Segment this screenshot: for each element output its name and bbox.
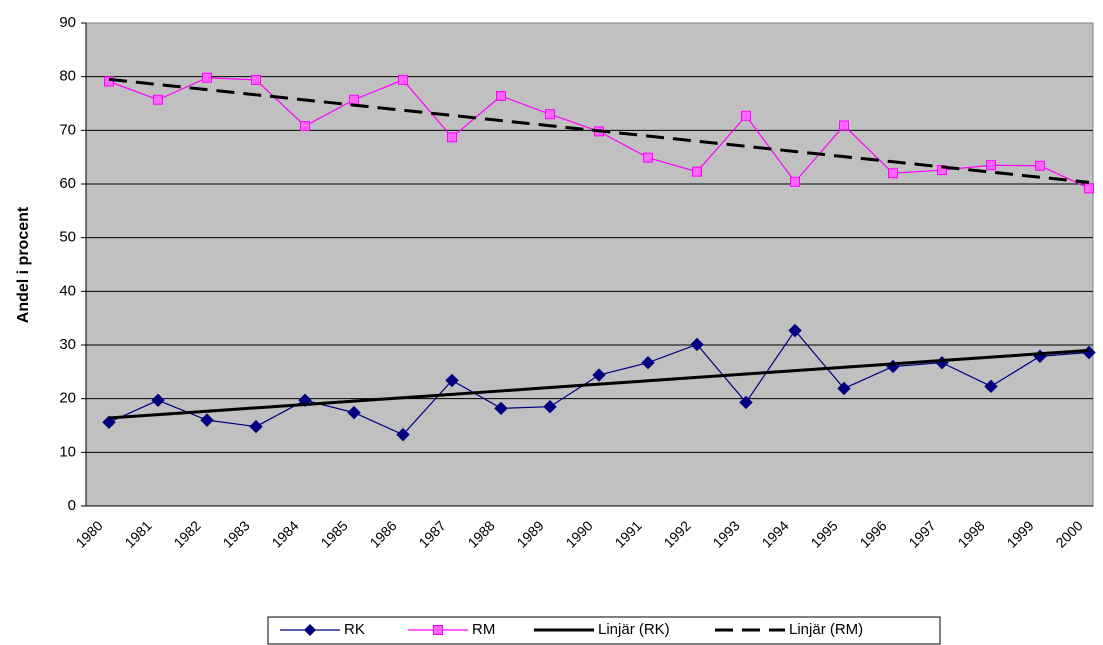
x-tick-label: 1990 bbox=[562, 517, 595, 550]
point-marker bbox=[347, 405, 361, 420]
legend-label: Linjär (RK) bbox=[598, 621, 670, 638]
y-tick-label: 80 bbox=[59, 68, 76, 85]
x-tick-label: 1984 bbox=[268, 517, 301, 550]
x-tick-label: 1989 bbox=[513, 517, 546, 550]
x-tick-label: 1998 bbox=[954, 517, 987, 550]
point-marker bbox=[349, 94, 359, 105]
y-tick-label: 70 bbox=[59, 121, 76, 138]
x-tick-label: 1994 bbox=[758, 517, 791, 550]
x-tick-label: 1995 bbox=[807, 517, 840, 550]
x-tick-label: 1997 bbox=[905, 517, 938, 550]
legend-label: Linjär (RM) bbox=[789, 621, 863, 638]
x-tick-label: 1983 bbox=[219, 517, 252, 550]
point-marker bbox=[396, 427, 410, 442]
x-tick-label: 1999 bbox=[1003, 517, 1036, 550]
legend-marker bbox=[433, 625, 443, 635]
point-marker bbox=[592, 368, 606, 382]
point-marker bbox=[837, 381, 851, 396]
plot-area bbox=[85, 22, 1094, 507]
x-tick-label: 1993 bbox=[709, 517, 742, 550]
point-marker bbox=[692, 166, 702, 177]
point-marker bbox=[202, 72, 212, 83]
point-marker bbox=[445, 373, 459, 388]
x-tick-label: 1982 bbox=[170, 517, 203, 550]
point-marker bbox=[298, 393, 312, 407]
point-marker bbox=[984, 379, 998, 394]
point-marker bbox=[300, 121, 310, 132]
point-marker bbox=[447, 132, 457, 143]
legend-marker bbox=[304, 624, 316, 636]
y-tick-label: 10 bbox=[59, 443, 76, 460]
point-marker bbox=[739, 395, 753, 410]
legend-label: RK bbox=[344, 621, 365, 638]
point-marker bbox=[200, 413, 214, 427]
x-tick-label: 1981 bbox=[121, 517, 154, 550]
point-marker bbox=[986, 160, 996, 171]
y-tick-label: 0 bbox=[68, 497, 76, 514]
point-marker bbox=[839, 120, 849, 131]
x-tick-label: 1985 bbox=[317, 517, 350, 550]
point-marker bbox=[494, 401, 508, 416]
point-marker bbox=[741, 110, 751, 121]
x-tick-label: 1992 bbox=[660, 517, 693, 550]
point-marker bbox=[543, 400, 557, 414]
point-marker bbox=[251, 74, 261, 85]
y-tick-label: 20 bbox=[59, 390, 76, 407]
y-axis-label: Andel i procent bbox=[15, 206, 32, 323]
y-tick-label: 60 bbox=[59, 175, 76, 192]
x-tick-label: 1996 bbox=[856, 517, 889, 550]
x-tick-label: 1980 bbox=[72, 517, 105, 550]
legend-label: RM bbox=[472, 621, 495, 638]
y-tick-label: 40 bbox=[59, 282, 76, 299]
x-tick-label: 1991 bbox=[611, 517, 644, 550]
point-marker bbox=[153, 94, 163, 105]
point-marker bbox=[790, 176, 800, 187]
point-marker bbox=[496, 90, 506, 101]
point-marker bbox=[1084, 183, 1094, 194]
x-tick-label: 1986 bbox=[366, 517, 399, 550]
x-tick-label: 1987 bbox=[415, 517, 448, 550]
point-marker bbox=[788, 323, 802, 338]
x-tick-label: 1988 bbox=[464, 517, 497, 550]
y-tick-label: 90 bbox=[59, 14, 76, 31]
point-marker bbox=[398, 74, 408, 85]
point-marker bbox=[249, 419, 263, 434]
y-tick-label: 50 bbox=[59, 229, 76, 246]
y-tick-label: 30 bbox=[59, 336, 76, 353]
point-marker bbox=[104, 76, 114, 87]
point-marker bbox=[641, 356, 655, 370]
point-marker bbox=[151, 393, 165, 407]
point-marker bbox=[690, 337, 704, 352]
series-line bbox=[108, 77, 1090, 184]
point-marker bbox=[888, 168, 898, 179]
point-marker bbox=[1035, 160, 1045, 171]
x-tick-label: 2000 bbox=[1052, 517, 1085, 550]
point-marker bbox=[643, 152, 653, 163]
legend-box bbox=[267, 616, 941, 645]
point-marker bbox=[545, 109, 555, 120]
series-line bbox=[108, 348, 1090, 420]
